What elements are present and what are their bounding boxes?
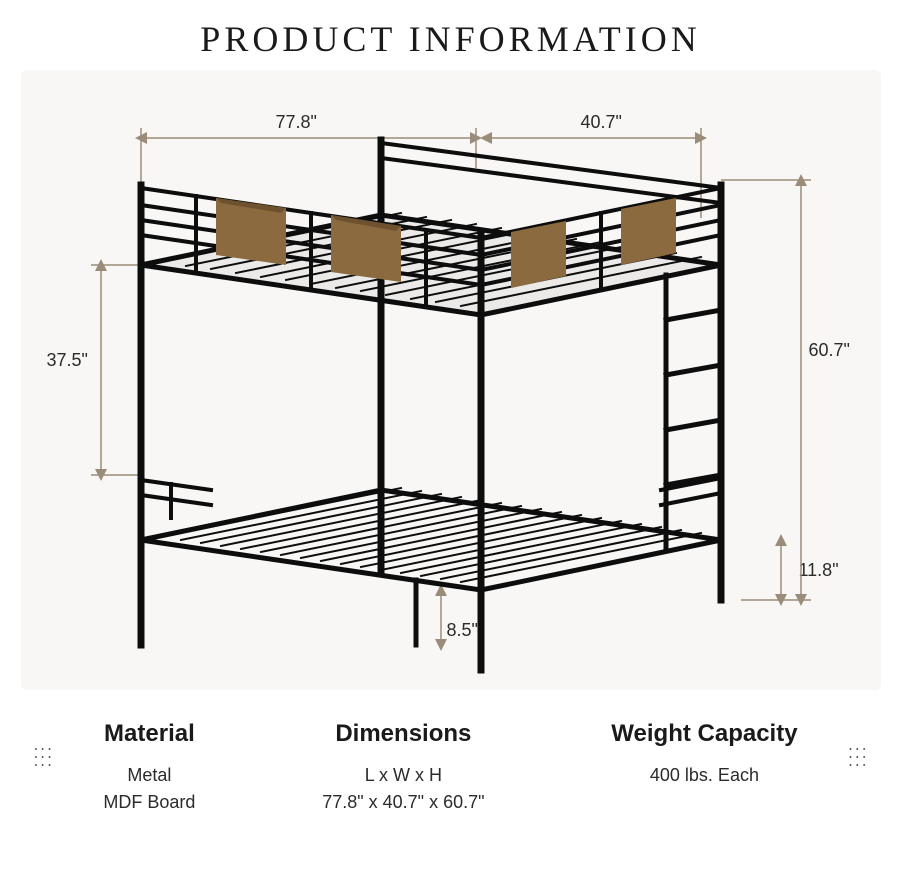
spec-capacity: Weight Capacity 400 lbs. Each xyxy=(611,720,797,816)
spec-dimensions-body: L x W x H 77.8" x 40.7" x 60.7" xyxy=(322,762,484,816)
spec-dimensions-heading: Dimensions xyxy=(322,720,484,748)
spec-material-heading: Material xyxy=(103,720,195,748)
bunk-bed-diagram xyxy=(21,70,881,690)
spec-material-body: Metal MDF Board xyxy=(103,762,195,816)
spec-dimensions: Dimensions L x W x H 77.8" x 40.7" x 60.… xyxy=(322,720,484,816)
dot-pattern-left: • • •• • •• • • xyxy=(35,746,52,770)
dot-pattern-right: • • •• • •• • • xyxy=(849,746,866,770)
spec-material: Material Metal MDF Board xyxy=(103,720,195,816)
spec-capacity-heading: Weight Capacity xyxy=(611,720,797,748)
spec-row: Material Metal MDF Board Dimensions L x … xyxy=(0,720,901,816)
spec-capacity-body: 400 lbs. Each xyxy=(611,762,797,789)
page-title: PRODUCT INFORMATION xyxy=(0,0,901,70)
product-diagram-canvas: 77.8" 40.7" 60.7" 37.5" 11.8" 8.5" • • •… xyxy=(21,70,881,690)
